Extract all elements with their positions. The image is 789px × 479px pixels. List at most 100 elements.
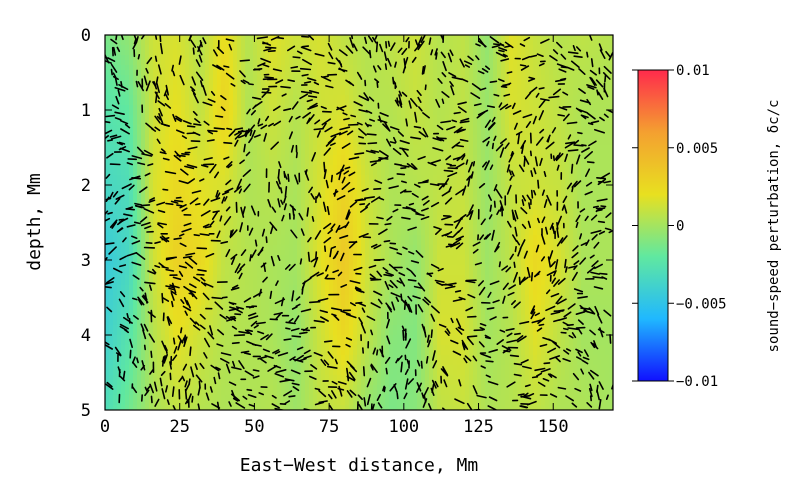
heatmap-cell [221,230,226,236]
heatmap-cell [133,65,138,71]
heatmap-cell [121,380,126,386]
heatmap-cell [361,165,366,171]
heatmap-cell [173,70,178,76]
heatmap-cell [265,345,270,351]
heatmap-cell [157,40,162,46]
heatmap-cell [317,365,322,371]
heatmap-cell [233,110,238,116]
heatmap-cell [113,285,118,291]
heatmap-cell [313,145,318,151]
heatmap-cell [257,95,262,101]
heatmap-cell [317,65,322,71]
heatmap-cell [297,320,302,326]
heatmap-cell [309,245,314,251]
heatmap-cell [117,270,122,276]
heatmap-cell [133,305,138,311]
heatmap-cell [105,110,110,116]
heatmap-cell [185,140,190,146]
heatmap-cell [237,45,242,51]
heatmap-cell [181,270,186,276]
heatmap-cell [173,110,178,116]
heatmap-cell [365,390,370,396]
heatmap-cell [229,330,234,336]
heatmap-cell [313,285,318,291]
heatmap-cell [253,345,258,351]
heatmap-cell [257,400,262,406]
heatmap-cell [285,155,290,161]
heatmap-cell [269,385,274,391]
heatmap-cell [201,285,206,291]
heatmap-cell [229,195,234,201]
heatmap-cell [129,325,134,331]
heatmap-cell [241,220,246,226]
heatmap-cell [109,380,114,386]
heatmap-cell [117,45,122,51]
heatmap-cell [133,50,138,56]
heatmap-cell [153,165,158,171]
heatmap-cell [181,250,186,256]
heatmap-cell [237,40,242,46]
heatmap-cell [161,255,166,261]
heatmap-cell [217,90,222,96]
heatmap-cell [353,175,358,181]
heatmap-cell [217,350,222,356]
heatmap-cell [185,40,190,46]
heatmap-cell [137,185,142,191]
heatmap-cell [225,170,230,176]
heatmap-cell [205,195,210,201]
heatmap-cell [289,170,294,176]
heatmap-cell [141,380,146,386]
heatmap-cell [273,150,278,156]
heatmap-cell [277,210,282,216]
heatmap-cell [233,100,238,106]
heatmap-cell [249,80,254,86]
heatmap-cell [197,75,202,81]
heatmap-cell [369,255,374,261]
heatmap-cell [285,95,290,101]
heatmap-cell [237,145,242,151]
heatmap-cell [353,70,358,76]
heatmap-cell [237,200,242,206]
heatmap-cell [321,95,326,101]
heatmap-cell [313,225,318,231]
heatmap-cell [337,320,342,326]
heatmap-cell [273,250,278,256]
heatmap-cell [133,320,138,326]
heatmap-cell [181,330,186,336]
heatmap-cell [125,180,130,186]
heatmap-cell [297,350,302,356]
heatmap-cell [281,120,286,126]
heatmap-cell [169,140,174,146]
heatmap-cell [125,370,130,376]
heatmap-cell [197,175,202,181]
heatmap-cell [221,150,226,156]
heatmap-cell [353,335,358,341]
heatmap-cell [213,230,218,236]
heatmap-cell [281,340,286,346]
heatmap-cell [197,225,202,231]
heatmap-cell [241,355,246,361]
heatmap-cell [105,85,110,91]
heatmap-cell [105,40,110,46]
heatmap-cell [193,170,198,176]
heatmap-cell [333,90,338,96]
heatmap-cell [133,75,138,81]
heatmap-cell [273,90,278,96]
heatmap-cell [197,60,202,66]
heatmap-cell [161,320,166,326]
heatmap-cell [169,350,174,356]
heatmap-cell [129,75,134,81]
heatmap-cell [345,250,350,256]
heatmap-cell [337,145,342,151]
heatmap-cell [253,330,258,336]
heatmap-cell [265,280,270,286]
heatmap-cell [113,360,118,366]
heatmap-cell [337,155,342,161]
heatmap-cell [133,275,138,281]
heatmap-cell [209,310,214,316]
heatmap-cell [301,200,306,206]
heatmap-cell [121,180,126,186]
heatmap-cell [221,180,226,186]
heatmap-cell [237,170,242,176]
heatmap-cell [333,320,338,326]
